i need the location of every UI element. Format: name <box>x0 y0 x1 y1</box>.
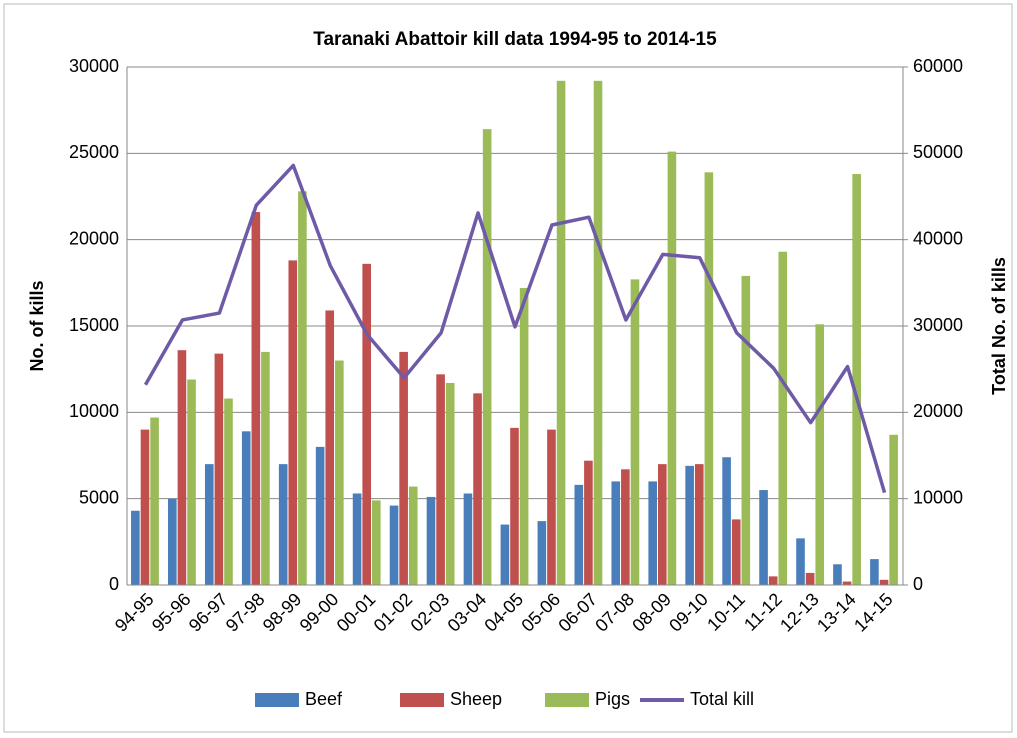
bar <box>288 260 298 585</box>
bar <box>879 579 889 585</box>
chart-title: Taranaki Abattoir kill data 1994-95 to 2… <box>313 29 717 50</box>
bar <box>140 429 150 585</box>
y2-tick-label: 60000 <box>913 56 963 76</box>
bar <box>131 510 140 585</box>
bar <box>224 398 233 585</box>
bar <box>833 564 842 585</box>
bar <box>889 434 898 585</box>
bar <box>768 576 778 585</box>
bar <box>187 379 196 585</box>
bar <box>408 486 418 585</box>
y-axis-title: No. of kills <box>27 280 47 371</box>
bar <box>870 559 879 585</box>
bar <box>352 493 362 585</box>
bar <box>685 465 694 585</box>
y2-tick-label: 30000 <box>913 315 963 335</box>
bar <box>510 427 519 585</box>
bar <box>261 351 270 585</box>
bar <box>842 581 852 585</box>
bar <box>648 481 658 585</box>
bar <box>298 191 307 585</box>
bar <box>214 353 224 585</box>
legend-label: Pigs <box>595 689 630 709</box>
bar <box>204 464 214 585</box>
bar <box>168 498 177 585</box>
bar <box>389 505 399 585</box>
bar <box>371 500 381 585</box>
bar <box>547 429 556 585</box>
y2-tick-label: 0 <box>913 574 923 594</box>
bar <box>537 521 547 585</box>
bar <box>445 382 455 585</box>
bar <box>399 351 408 585</box>
bar <box>694 464 704 585</box>
bar <box>759 490 768 585</box>
bar <box>362 263 371 585</box>
bar <box>177 350 187 585</box>
bar <box>778 251 788 585</box>
bar <box>593 80 603 586</box>
chart-frame <box>3 3 1013 733</box>
bar <box>658 464 667 585</box>
bar <box>436 374 445 585</box>
y2-tick-label: 50000 <box>913 142 963 162</box>
y2-tick-label: 40000 <box>913 228 963 248</box>
bar <box>251 212 261 586</box>
bar <box>500 524 510 585</box>
y2-axis-title: Total No. of kills <box>989 257 1009 395</box>
bar <box>150 417 159 585</box>
bar <box>741 275 751 585</box>
bar <box>584 460 593 585</box>
y-tick-label: 30000 <box>69 56 119 76</box>
bar <box>796 538 805 585</box>
y-tick-label: 0 <box>109 574 119 594</box>
bar <box>241 431 251 585</box>
y-tick-label: 25000 <box>69 142 119 162</box>
legend-label: Total kill <box>690 689 754 709</box>
bar <box>463 493 473 585</box>
bar <box>482 129 492 585</box>
y-tick-label: 15000 <box>69 315 119 335</box>
legend-label: Beef <box>305 689 343 709</box>
bar <box>556 80 566 586</box>
bar <box>315 446 325 585</box>
bar <box>621 469 630 585</box>
bar <box>611 481 621 585</box>
bar <box>278 464 288 585</box>
y2-tick-label: 10000 <box>913 487 963 507</box>
bar <box>325 310 335 585</box>
bar <box>574 484 584 585</box>
bar <box>519 288 529 585</box>
legend-swatch <box>400 693 444 707</box>
bar <box>335 360 344 585</box>
bar <box>805 572 815 585</box>
bar <box>473 393 482 585</box>
y-tick-label: 20000 <box>69 228 119 248</box>
legend-swatch <box>545 693 589 707</box>
bar <box>815 324 825 585</box>
legend-label: Sheep <box>450 689 502 709</box>
y2-tick-label: 20000 <box>913 401 963 421</box>
bar <box>722 457 731 585</box>
line <box>143 163 887 494</box>
bar <box>630 279 640 585</box>
legend-swatch <box>255 693 299 707</box>
y-tick-label: 5000 <box>79 487 119 507</box>
bar <box>426 496 436 585</box>
bar <box>667 151 677 585</box>
bar <box>852 174 861 585</box>
y-tick-label: 10000 <box>69 401 119 421</box>
bar <box>731 519 741 585</box>
bar <box>704 172 714 585</box>
